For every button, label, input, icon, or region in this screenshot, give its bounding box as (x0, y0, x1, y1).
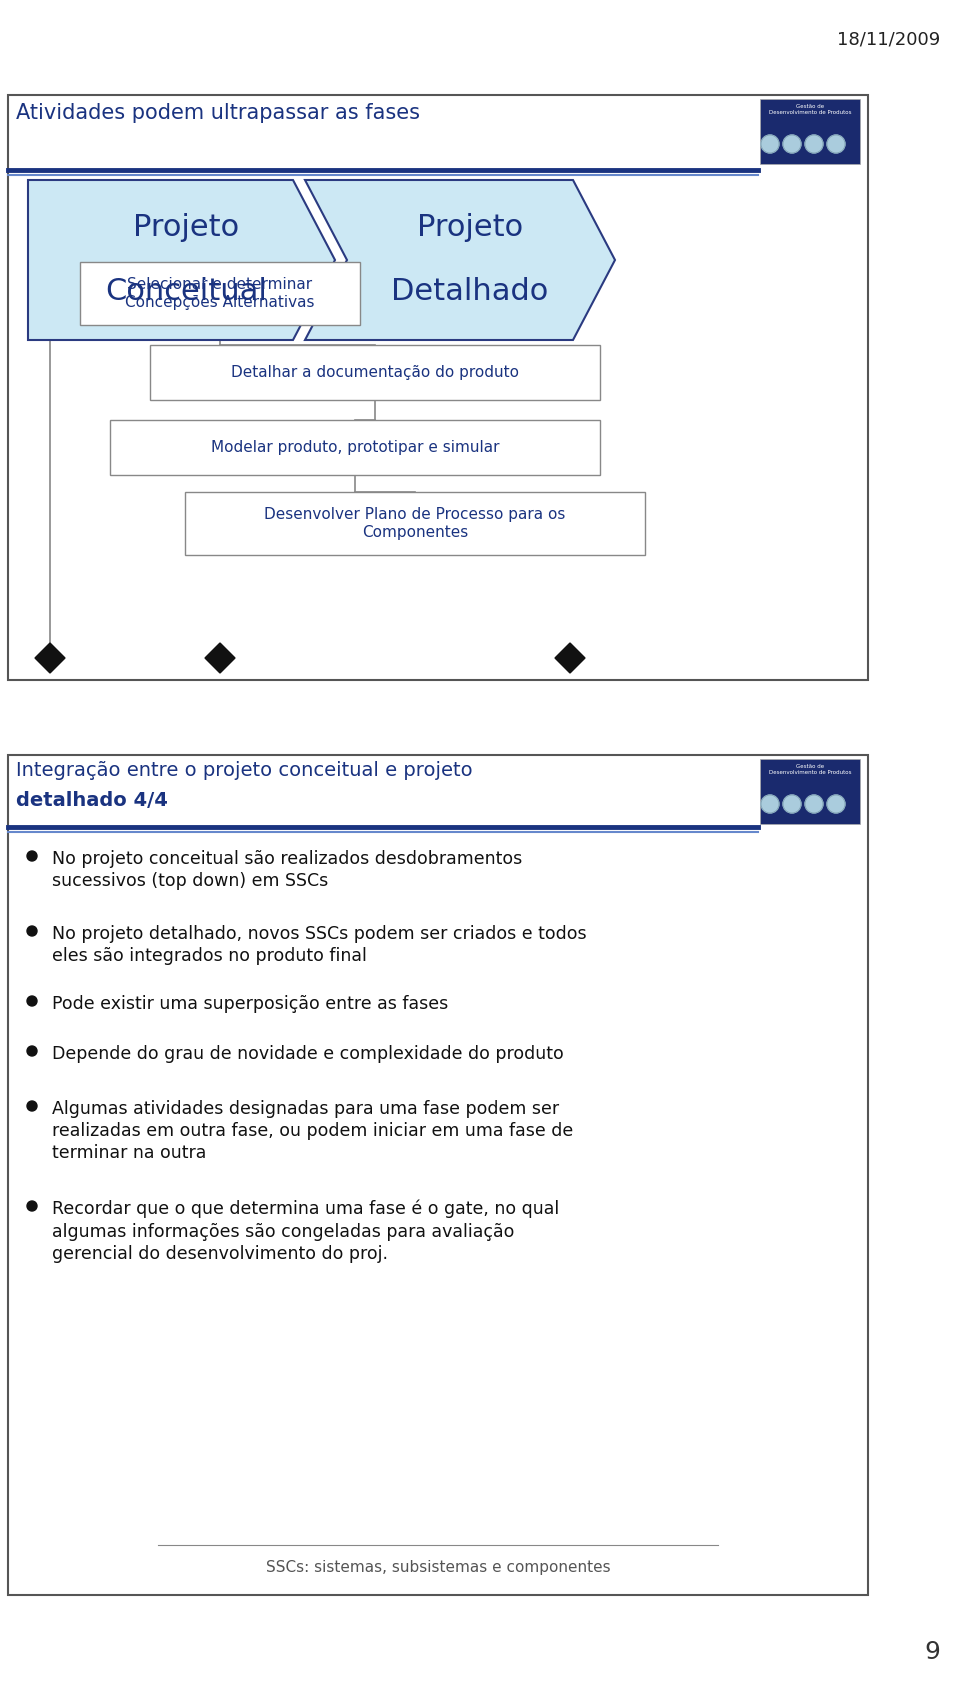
Text: Algumas atividades designadas para uma fase podem ser
realizadas em outra fase, : Algumas atividades designadas para uma f… (52, 1100, 573, 1162)
Text: Integração entre o projeto conceitual e projeto: Integração entre o projeto conceitual e … (16, 761, 472, 780)
Text: 18/11/2009: 18/11/2009 (837, 30, 940, 49)
Polygon shape (205, 643, 235, 674)
Bar (760, 99, 860, 163)
Circle shape (805, 795, 823, 813)
Circle shape (27, 926, 37, 936)
Polygon shape (305, 180, 615, 340)
Circle shape (805, 135, 823, 153)
Text: Desenvolver Plano de Processo para os
Componentes: Desenvolver Plano de Processo para os Co… (264, 507, 565, 539)
Bar (185, 492, 645, 556)
Circle shape (783, 795, 801, 813)
Text: Gestão de
Desenvolvimento de Produtos: Gestão de Desenvolvimento de Produtos (769, 765, 852, 775)
Text: No projeto detalhado, novos SSCs podem ser criados e todos
eles são integrados n: No projeto detalhado, novos SSCs podem s… (52, 925, 587, 965)
Circle shape (27, 1101, 37, 1111)
Circle shape (827, 135, 845, 153)
Text: Detalhar a documentação do produto: Detalhar a documentação do produto (231, 365, 519, 381)
Text: 9: 9 (924, 1640, 940, 1664)
Text: Atividades podem ultrapassar as fases: Atividades podem ultrapassar as fases (16, 103, 420, 123)
Circle shape (827, 795, 845, 813)
Bar (760, 759, 860, 823)
Circle shape (27, 995, 37, 1005)
Bar (110, 419, 600, 475)
Text: Conceitual: Conceitual (106, 278, 268, 306)
Circle shape (783, 135, 801, 153)
Text: Projeto: Projeto (133, 214, 240, 242)
Circle shape (27, 1046, 37, 1056)
Text: Modelar produto, prototipar e simular: Modelar produto, prototipar e simular (211, 440, 499, 455)
Polygon shape (555, 643, 585, 674)
Text: Recordar que o que determina uma fase é o gate, no qual
algumas informações são : Recordar que o que determina uma fase é … (52, 1201, 560, 1263)
Bar (8, 754, 868, 1595)
Text: Projeto: Projeto (417, 214, 523, 242)
Bar (150, 345, 600, 401)
Text: SSCs: sistemas, subsistemas e componentes: SSCs: sistemas, subsistemas e componente… (266, 1559, 611, 1575)
Bar (80, 263, 360, 325)
Circle shape (27, 850, 37, 861)
Text: Pode existir uma superposição entre as fases: Pode existir uma superposição entre as f… (52, 995, 448, 1014)
Bar (8, 94, 868, 680)
Text: No projeto conceitual são realizados desdobramentos
sucessivos (top down) em SSC: No projeto conceitual são realizados des… (52, 850, 522, 891)
Text: detalhado 4/4: detalhado 4/4 (16, 791, 168, 810)
Circle shape (761, 795, 779, 813)
Text: Detalhado: Detalhado (392, 278, 548, 306)
Text: Gestão de
Desenvolvimento de Produtos: Gestão de Desenvolvimento de Produtos (769, 104, 852, 115)
Polygon shape (35, 643, 65, 674)
Circle shape (27, 1201, 37, 1211)
Text: Depende do grau de novidade e complexidade do produto: Depende do grau de novidade e complexida… (52, 1046, 564, 1063)
Polygon shape (28, 180, 335, 340)
Circle shape (761, 135, 779, 153)
Text: Selecionar e determinar
Concepções Alternativas: Selecionar e determinar Concepções Alter… (125, 278, 315, 310)
